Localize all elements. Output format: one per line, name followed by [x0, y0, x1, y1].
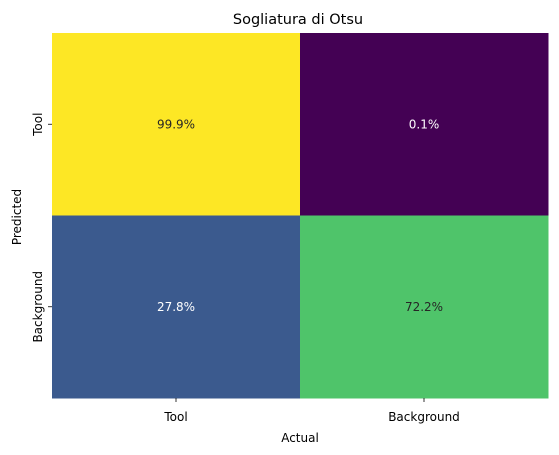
chart-title: Sogliatura di Otsu — [233, 12, 363, 28]
heatmap-cells: 99.9% 0.1% 27.8% 72.2% — [52, 33, 549, 399]
cell-value-label: 99.9% — [157, 117, 195, 131]
x-tick-label: Background — [388, 410, 460, 424]
y-tick-label: Background — [31, 271, 45, 343]
heatmap-cell-tool-background — [300, 33, 549, 216]
heatmap-cell-background-tool — [52, 215, 301, 399]
y-tick-label: Tool — [31, 113, 45, 137]
x-axis-label: Actual — [281, 431, 319, 445]
axis-ticks: Tool Background Tool Background — [31, 113, 460, 424]
heatmap-cell-background-background — [300, 215, 549, 399]
y-axis-label: Predicted — [10, 189, 24, 245]
cell-value-label: 0.1% — [409, 117, 440, 131]
cell-value-label: 27.8% — [157, 300, 195, 314]
heatmap-cell-tool-tool — [52, 33, 301, 216]
x-tick-label: Tool — [163, 410, 187, 424]
cell-value-label: 72.2% — [405, 300, 443, 314]
